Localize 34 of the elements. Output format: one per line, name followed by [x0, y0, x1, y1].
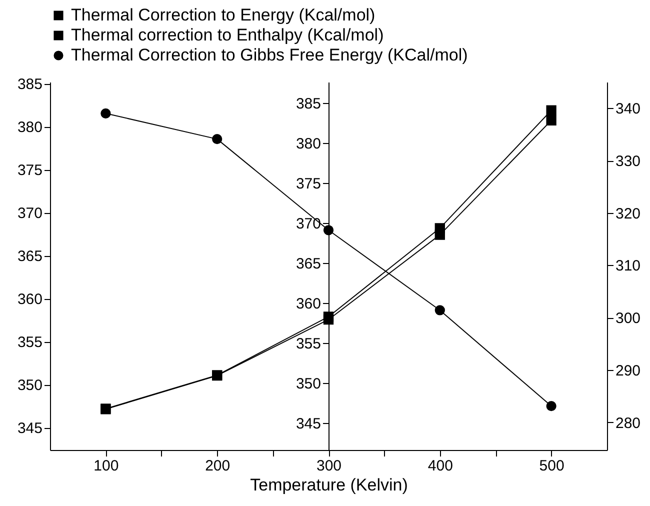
y-tick-label: 360	[17, 291, 42, 308]
y2-tick-label: 365	[296, 255, 321, 272]
y-tick-label: 345	[17, 420, 42, 438]
legend-label: Thermal Correction to Energy (Kcal/mol)	[71, 6, 376, 24]
y-tick-label: 385	[17, 76, 42, 94]
y2-tick-label: 350	[296, 375, 321, 392]
y-tick-label: 350	[17, 377, 42, 394]
y2-tick-label: 345	[296, 415, 321, 432]
x-tick-label: 400	[428, 458, 453, 474]
y2-tick-label: 355	[296, 335, 321, 352]
legend-label: Thermal correction to Enthalpy (Kcal/mol)	[71, 26, 384, 44]
legend-label: Thermal Correction to Gibbs Free Energy (KCal/mol)	[71, 46, 468, 64]
y3-tick-label: 330	[616, 153, 641, 170]
y-tick-label: 355	[17, 334, 42, 352]
y2-tick-label: 375	[296, 175, 321, 192]
y-tick-label: 380	[17, 119, 42, 136]
y3-tick-label: 310	[616, 258, 641, 275]
y2-tick-label: 360	[296, 295, 321, 312]
x-tick-label: 100	[94, 458, 119, 474]
y3-tick-label: 280	[616, 414, 641, 432]
y-tick-label: 375	[17, 162, 42, 180]
y-tick-label: 365	[17, 248, 42, 266]
y3-tick-label: 320	[616, 205, 641, 222]
y2-tick-label: 380	[296, 135, 321, 152]
x-tick-label: 500	[539, 458, 564, 474]
y3-tick-label: 300	[616, 310, 641, 328]
x-axis-title: Temperature (Kelvin)	[250, 476, 408, 494]
x-tick-label: 300	[316, 458, 342, 474]
x-tick-label: 200	[205, 458, 230, 474]
y3-tick-label: 290	[616, 362, 641, 380]
y-tick-label: 370	[17, 205, 42, 222]
y2-tick-label: 370	[296, 215, 321, 232]
y3-tick-label: 340	[616, 100, 641, 118]
y2-tick-label: 385	[296, 95, 321, 112]
